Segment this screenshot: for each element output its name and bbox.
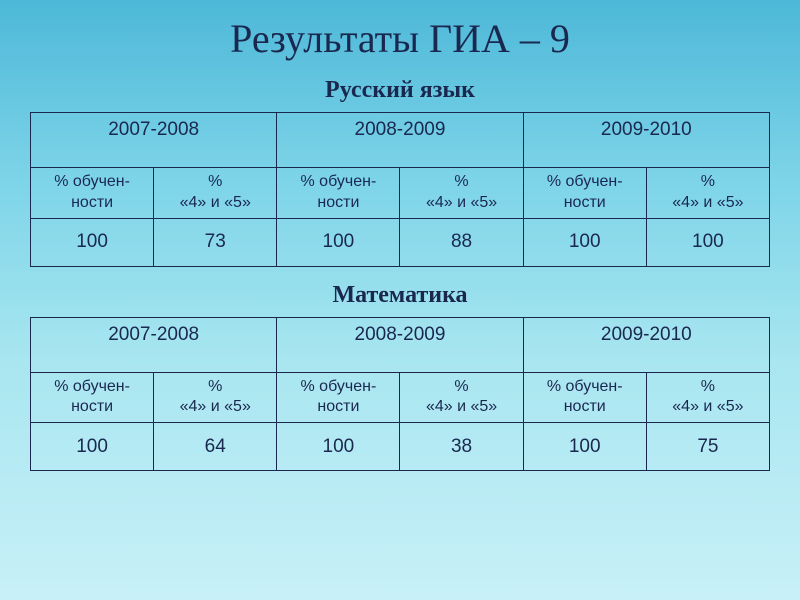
header-cell: % обучен-ности — [277, 372, 400, 423]
data-row: 100 64 100 38 100 75 — [31, 423, 770, 471]
header-cell: % обучен-ности — [523, 168, 646, 219]
data-cell: 100 — [523, 423, 646, 471]
header-cell: %«4» и «5» — [400, 168, 523, 219]
data-cell: 75 — [646, 423, 769, 471]
year-row: 2007-2008 2008-2009 2009-2010 — [31, 113, 770, 168]
header-cell: %«4» и «5» — [646, 168, 769, 219]
header-cell: % обучен-ности — [31, 372, 154, 423]
year-cell: 2009-2010 — [523, 113, 769, 168]
subject-title-russian: Русский язык — [30, 77, 770, 104]
data-cell: 88 — [400, 218, 523, 266]
data-cell: 38 — [400, 423, 523, 471]
header-cell: % обучен-ности — [277, 168, 400, 219]
data-cell: 100 — [277, 423, 400, 471]
data-cell: 100 — [646, 218, 769, 266]
header-row: % обучен-ности %«4» и «5» % обучен-ности… — [31, 372, 770, 423]
data-cell: 100 — [523, 218, 646, 266]
header-cell: %«4» и «5» — [154, 372, 277, 423]
year-cell: 2009-2010 — [523, 317, 769, 372]
header-cell: %«4» и «5» — [400, 372, 523, 423]
year-cell: 2007-2008 — [31, 317, 277, 372]
table-math: 2007-2008 2008-2009 2009-2010 % обучен-н… — [30, 317, 770, 472]
year-cell: 2008-2009 — [277, 113, 523, 168]
data-cell: 100 — [277, 218, 400, 266]
data-cell: 100 — [31, 218, 154, 266]
table-russian: 2007-2008 2008-2009 2009-2010 % обучен-н… — [30, 112, 770, 267]
subject-title-math: Математика — [30, 282, 770, 309]
header-cell: % обучен-ности — [523, 372, 646, 423]
year-cell: 2008-2009 — [277, 317, 523, 372]
header-row: % обучен-ности %«4» и «5» % обучен-ности… — [31, 168, 770, 219]
slide: Результаты ГИА – 9 Русский язык 2007-200… — [0, 0, 800, 600]
header-cell: % обучен-ности — [31, 168, 154, 219]
page-title: Результаты ГИА – 9 — [30, 15, 770, 62]
data-cell: 100 — [31, 423, 154, 471]
header-cell: %«4» и «5» — [646, 372, 769, 423]
year-cell: 2007-2008 — [31, 113, 277, 168]
data-cell: 64 — [154, 423, 277, 471]
data-cell: 73 — [154, 218, 277, 266]
data-row: 100 73 100 88 100 100 — [31, 218, 770, 266]
header-cell: %«4» и «5» — [154, 168, 277, 219]
year-row: 2007-2008 2008-2009 2009-2010 — [31, 317, 770, 372]
